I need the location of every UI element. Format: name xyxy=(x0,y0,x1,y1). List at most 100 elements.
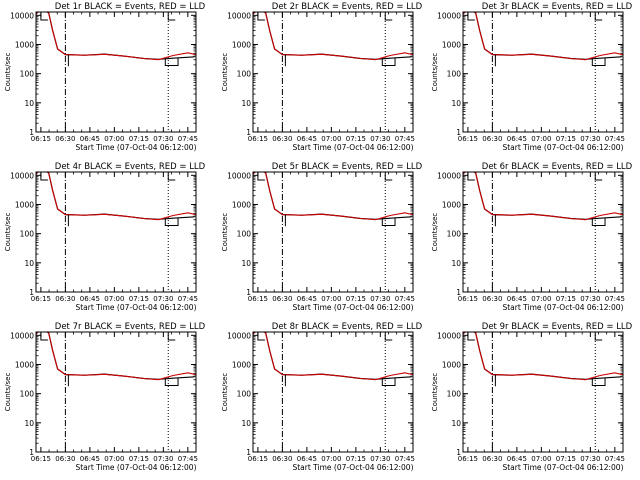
x-tick-label: 07:45 xyxy=(395,295,415,303)
y-tick-label: 1 xyxy=(456,288,461,297)
y-tick-label: 1000 xyxy=(232,200,251,209)
x-tick-label: 07:30 xyxy=(370,135,390,143)
plot-area xyxy=(463,12,623,132)
x-tick-label: 07:15 xyxy=(346,455,366,463)
x-tick-label: 06:45 xyxy=(80,135,100,143)
x-tick-label: 07:00 xyxy=(531,455,551,463)
events-series xyxy=(36,332,195,380)
x-tick-label: 06:45 xyxy=(507,295,527,303)
x-tick-label: 07:00 xyxy=(531,135,551,143)
detector-panel-7: Det 7r BLACK = Events, RED = LLD Counts/s… xyxy=(4,322,206,472)
plot-area xyxy=(36,172,196,292)
bracket-marker xyxy=(167,13,176,21)
y-tick-label: 10 xyxy=(24,419,34,428)
lld-series xyxy=(463,332,623,381)
y-tick-label: 1000 xyxy=(15,360,34,369)
y-axis-label: Counts/sec xyxy=(221,53,229,92)
detector-panel-1: Det 1r BLACK = Events, RED = LLD Counts/s… xyxy=(4,2,206,152)
bracket-marker xyxy=(167,173,176,181)
x-tick-label: 07:00 xyxy=(531,295,551,303)
plot-frame xyxy=(462,171,624,293)
detector-panel-2: Det 2r BLACK = Events, RED = LLD Counts/s… xyxy=(221,2,423,152)
y-tick-label: 100 xyxy=(237,70,252,79)
y-tick-label: 1000 xyxy=(232,40,251,49)
bracket-marker xyxy=(257,333,265,341)
x-tick-label: 07:15 xyxy=(129,455,149,463)
y-tick-label: 10000 xyxy=(227,11,251,20)
x-tick-label: 07:30 xyxy=(370,455,390,463)
x-tick-label: 06:30 xyxy=(55,135,75,143)
x-tick-label: 07:30 xyxy=(153,455,173,463)
x-tick-label: 07:15 xyxy=(556,135,576,143)
lld-series xyxy=(463,12,623,61)
x-tick-label: 06:45 xyxy=(297,295,317,303)
y-axis-label: Counts/sec xyxy=(221,373,229,412)
y-tick-label: 100 xyxy=(447,230,462,239)
x-tick-label: 07:45 xyxy=(395,455,415,463)
y-tick-label: 10 xyxy=(451,99,461,108)
panel-title: Det 3r BLACK = Events, RED = LLD xyxy=(482,2,633,12)
detector-panel-6: Det 6r BLACK = Events, RED = LLD Counts/s… xyxy=(431,162,633,312)
x-tick-label: 07:00 xyxy=(321,295,341,303)
y-tick-label: 100 xyxy=(20,230,35,239)
bracket-marker xyxy=(594,333,603,341)
y-tick-label: 1 xyxy=(246,288,251,297)
bracket-marker xyxy=(594,13,603,21)
y-tick-label: 10 xyxy=(241,419,251,428)
x-tick-label: 06:15 xyxy=(248,295,268,303)
y-tick-label: 100 xyxy=(237,230,252,239)
x-tick-label: 07:30 xyxy=(370,295,390,303)
y-tick-label: 10000 xyxy=(10,331,34,340)
y-tick-label: 100 xyxy=(20,390,35,399)
panel-title: Det 8r BLACK = Events, RED = LLD xyxy=(272,322,423,332)
x-axis-label: Start Time (07-Oct-04 06:12:00) xyxy=(292,143,413,152)
x-tick-label: 06:15 xyxy=(248,455,268,463)
y-axis-label: Counts/sec xyxy=(4,53,12,92)
panel-title: Det 2r BLACK = Events, RED = LLD xyxy=(272,2,423,12)
x-axis-label: Start Time (07-Oct-04 06:12:00) xyxy=(292,463,413,472)
lld-series xyxy=(36,12,196,61)
x-tick-label: 06:15 xyxy=(458,295,478,303)
y-tick-label: 1000 xyxy=(442,40,461,49)
panel-title: Det 1r BLACK = Events, RED = LLD xyxy=(55,2,206,12)
x-tick-label: 07:15 xyxy=(556,455,576,463)
bracket-marker xyxy=(384,13,393,21)
y-tick-label: 10000 xyxy=(437,171,461,180)
y-tick-label: 1 xyxy=(29,288,34,297)
x-tick-label: 07:00 xyxy=(321,455,341,463)
lld-series xyxy=(36,172,196,221)
x-axis-label: Start Time (07-Oct-04 06:12:00) xyxy=(502,143,623,152)
plot-frame xyxy=(462,11,624,133)
x-tick-label: 07:30 xyxy=(580,295,600,303)
bracket-marker xyxy=(467,333,475,341)
x-tick-label: 07:45 xyxy=(178,295,198,303)
x-tick-label: 06:30 xyxy=(482,135,502,143)
plot-frame xyxy=(35,171,197,293)
x-axis-label: Start Time (07-Oct-04 06:12:00) xyxy=(292,303,413,312)
lld-series xyxy=(253,12,413,61)
bracket-marker xyxy=(594,173,603,181)
x-tick-label: 07:15 xyxy=(346,135,366,143)
events-dip xyxy=(164,378,179,387)
events-series xyxy=(463,332,622,380)
y-tick-label: 10 xyxy=(241,259,251,268)
events-dip xyxy=(381,218,396,227)
x-tick-label: 06:45 xyxy=(507,455,527,463)
events-series xyxy=(253,12,412,60)
y-tick-label: 10 xyxy=(24,99,34,108)
y-tick-label: 10000 xyxy=(437,331,461,340)
events-dip xyxy=(381,58,396,67)
panel-title: Det 9r BLACK = Events, RED = LLD xyxy=(482,322,633,332)
bracket-marker xyxy=(384,333,393,341)
x-tick-label: 06:15 xyxy=(31,455,51,463)
plot-area xyxy=(36,12,196,132)
y-tick-label: 1000 xyxy=(442,200,461,209)
x-tick-label: 07:00 xyxy=(104,135,124,143)
y-tick-label: 100 xyxy=(447,70,462,79)
y-tick-label: 10 xyxy=(24,259,34,268)
y-tick-label: 100 xyxy=(237,390,252,399)
events-dip xyxy=(591,218,606,227)
y-tick-label: 10000 xyxy=(227,171,251,180)
plot-frame xyxy=(35,331,197,453)
